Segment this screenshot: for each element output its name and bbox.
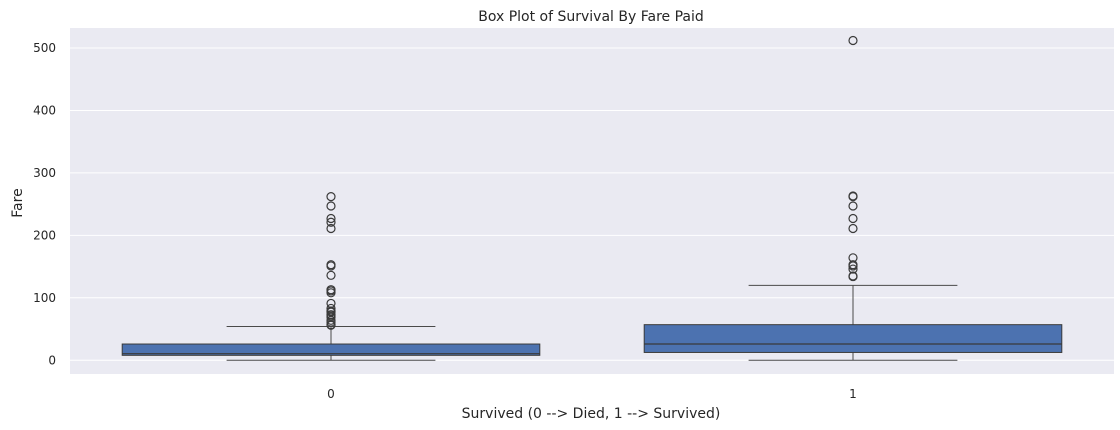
outlier-point: [848, 201, 858, 211]
outlier-point: [326, 201, 336, 211]
outlier-point: [326, 270, 336, 280]
iqr-box: [643, 324, 1063, 353]
y-tick-label: 0: [48, 353, 56, 367]
iqr-box: [121, 343, 541, 356]
boxes: [121, 35, 1063, 361]
y-tick-label: 400: [33, 103, 56, 117]
outlier-point: [326, 217, 336, 227]
y-tick-label: 500: [33, 41, 56, 55]
outlier-point: [326, 223, 336, 234]
outlier-point: [848, 35, 858, 46]
y-tick-label: 200: [33, 228, 56, 242]
y-axis-label: Fare: [10, 188, 26, 217]
outlier-point: [848, 192, 858, 202]
outlier-point: [326, 192, 336, 202]
y-tick-labels: 0 100 200 300 400 500: [33, 41, 56, 367]
x-tick-label: 0: [327, 387, 335, 401]
outlier-point: [848, 271, 858, 282]
box-group-0: [121, 192, 541, 361]
outlier-point: [326, 261, 336, 271]
x-tick-label: 1: [849, 387, 857, 401]
chart-title: Box Plot of Survival By Fare Paid: [478, 9, 704, 25]
x-axis-label: Survived (0 --> Died, 1 --> Survived): [462, 406, 721, 422]
y-tick-label: 300: [33, 166, 56, 180]
outlier-point: [326, 213, 336, 224]
y-tick-label: 100: [33, 291, 56, 305]
outlier-point: [848, 213, 858, 224]
outlier-point: [848, 223, 858, 234]
outlier-point: [848, 261, 858, 271]
outlier-point: [326, 317, 336, 327]
box-group-1: [643, 35, 1063, 361]
plot-area: [70, 28, 1114, 374]
outlier-point: [326, 288, 336, 298]
outlier-point: [326, 320, 336, 330]
